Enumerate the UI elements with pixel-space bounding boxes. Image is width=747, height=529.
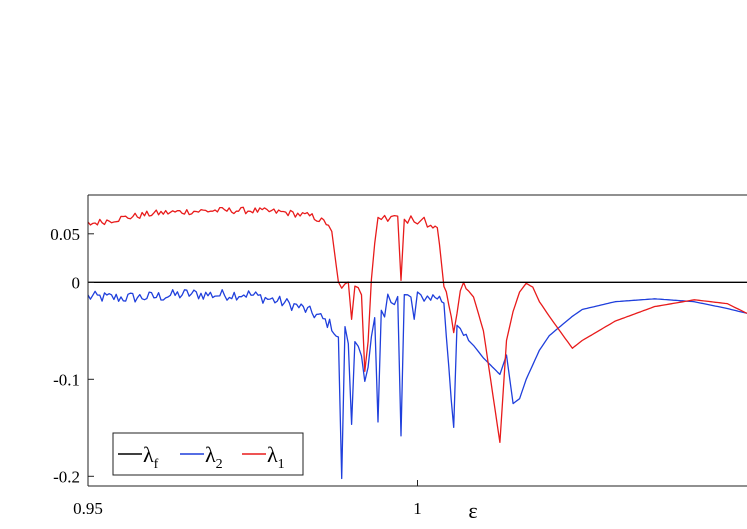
legend-entry-1: λ1 bbox=[267, 442, 285, 472]
series-line-2 bbox=[87, 289, 747, 480]
y-tick-label: 0.05 bbox=[50, 225, 80, 244]
tick-labels: 0.05 0 -0.1 -0.2 0.95 1 bbox=[50, 225, 422, 518]
legend-box bbox=[112, 432, 304, 476]
x-tick-label: 0.95 bbox=[73, 499, 103, 518]
y-tick-label: 0 bbox=[72, 273, 81, 292]
x-tick-label: 1 bbox=[413, 499, 422, 518]
plot-area bbox=[87, 194, 747, 487]
series-line-1 bbox=[87, 206, 747, 444]
x-axis-label: ε bbox=[468, 498, 477, 523]
axes-layer bbox=[87, 194, 747, 487]
series-layer bbox=[87, 206, 747, 480]
legend: λf λ2 λ1 bbox=[112, 432, 304, 476]
legend-entry-2: λ2 bbox=[205, 442, 223, 472]
y-tick-label: -0.1 bbox=[53, 370, 80, 389]
y-tick-label: -0.2 bbox=[53, 467, 80, 486]
legend-entry-f: λf bbox=[143, 442, 159, 472]
